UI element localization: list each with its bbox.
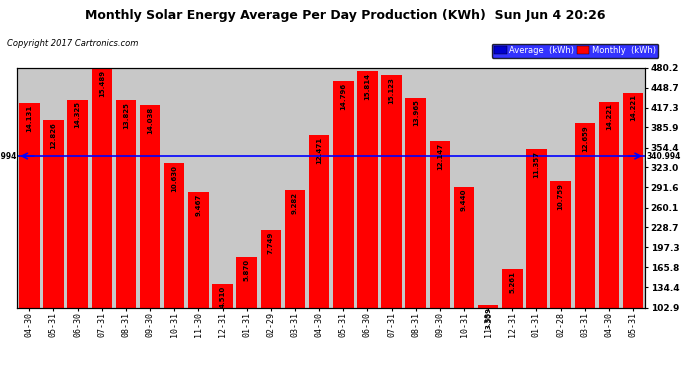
Bar (261, 230, 281, 373)
Text: 9.282: 9.282 (292, 192, 298, 214)
Bar (502, 269, 522, 373)
Bar (164, 164, 184, 373)
Bar (213, 284, 233, 373)
Text: 5.261: 5.261 (509, 271, 515, 293)
Bar (68, 100, 88, 373)
Text: 14.221: 14.221 (630, 94, 636, 122)
Text: 4.510: 4.510 (219, 286, 226, 308)
Text: 15.814: 15.814 (364, 73, 371, 100)
Text: 340.994: 340.994 (0, 152, 17, 160)
Bar (285, 190, 305, 373)
Bar (309, 135, 329, 373)
Text: 9.440: 9.440 (461, 189, 467, 211)
Bar (382, 75, 402, 373)
Text: 15.123: 15.123 (388, 76, 395, 104)
Bar (454, 187, 474, 373)
Bar (478, 305, 498, 373)
Text: 9.467: 9.467 (195, 194, 201, 216)
Text: 12.659: 12.659 (582, 125, 588, 152)
Legend: Average  (kWh), Monthly  (kWh): Average (kWh), Monthly (kWh) (492, 44, 658, 57)
Text: 14.796: 14.796 (340, 83, 346, 110)
Text: 11.357: 11.357 (533, 151, 540, 178)
Bar (526, 149, 546, 373)
Bar (623, 93, 643, 373)
Bar (357, 71, 377, 373)
Bar (575, 123, 595, 373)
Text: 10.630: 10.630 (171, 165, 177, 192)
Text: Monthly Solar Energy Average Per Day Production (KWh)  Sun Jun 4 20:26: Monthly Solar Energy Average Per Day Pro… (85, 9, 605, 22)
Text: 7.749: 7.749 (268, 232, 274, 254)
Text: 12.147: 12.147 (437, 143, 443, 170)
Text: Copyright 2017 Cartronics.com: Copyright 2017 Cartronics.com (7, 39, 138, 48)
Text: 14.221: 14.221 (606, 104, 612, 130)
Bar (19, 103, 39, 373)
Bar (188, 192, 208, 373)
Bar (599, 102, 619, 373)
Text: 3.559: 3.559 (485, 307, 491, 329)
Bar (406, 98, 426, 373)
Text: 14.325: 14.325 (75, 102, 81, 129)
Bar (430, 141, 450, 373)
Text: 12.826: 12.826 (50, 122, 57, 149)
Text: 340.994: 340.994 (647, 152, 681, 160)
Bar (43, 120, 63, 373)
Bar (237, 257, 257, 373)
Bar (92, 68, 112, 373)
Bar (333, 81, 353, 373)
Bar (140, 105, 160, 373)
Text: 14.038: 14.038 (147, 107, 153, 134)
Bar (551, 182, 571, 373)
Text: 12.471: 12.471 (316, 137, 322, 164)
Text: 13.965: 13.965 (413, 99, 419, 126)
Text: 13.825: 13.825 (123, 102, 129, 129)
Text: 10.759: 10.759 (558, 183, 564, 210)
Text: 14.131: 14.131 (26, 105, 32, 132)
Bar (116, 100, 136, 373)
Text: 15.489: 15.489 (99, 69, 105, 96)
Text: 5.870: 5.870 (244, 259, 250, 281)
